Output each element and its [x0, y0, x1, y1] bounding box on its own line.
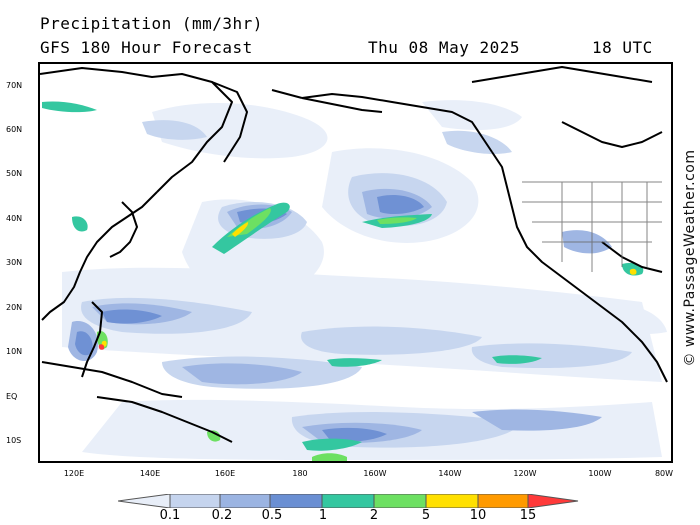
lat-label-30n: 30N [6, 258, 23, 267]
lon-label-140w: 140W [438, 469, 462, 478]
legend-label-5: 5 [421, 508, 431, 523]
map-title: Precipitation (mm/3hr) [40, 14, 263, 33]
lon-label-100w: 100W [588, 469, 612, 478]
legend-label-0.2: 0.2 [211, 508, 233, 523]
lon-label-140e: 140E [139, 469, 161, 478]
site-watermark: © www.PassageWeather.com [682, 149, 698, 367]
lon-label-80w: 80W [654, 469, 674, 478]
lat-label-60n: 60N [6, 125, 23, 134]
map-canvas [40, 66, 668, 461]
precipitation-map [38, 62, 673, 463]
legend-label-15: 15 [519, 508, 537, 523]
lat-label-70n: 70N [6, 81, 23, 90]
lat-label-10s: 10S [6, 436, 22, 445]
legend-swatch-5 [425, 494, 479, 508]
legend-swatch-below-0.1 [118, 494, 171, 508]
lon-label-120e: 120E [63, 469, 85, 478]
precip-legend-bar [118, 494, 579, 508]
precip-red-layer [98, 344, 105, 350]
legend-label-0.1: 0.1 [159, 508, 181, 523]
coastlines [40, 66, 668, 443]
lat-label-40n: 40N [6, 214, 23, 223]
lat-label-50n: 50N [6, 169, 23, 178]
legend-swatch-15 [527, 494, 579, 508]
lat-label-20n: 20N [6, 303, 23, 312]
lon-label-120w: 120W [513, 469, 537, 478]
legend-label-2: 2 [369, 508, 379, 523]
forecast-subtitle: GFS 180 Hour Forecast [40, 38, 253, 57]
lat-label-eq: EQ [6, 392, 18, 401]
precip-very-light-layer [62, 100, 667, 460]
legend-swatch-0.5 [269, 494, 323, 508]
legend-swatch-0.2 [219, 494, 271, 508]
legend-label-0.5: 0.5 [261, 508, 283, 523]
lon-label-160e: 160E [214, 469, 236, 478]
legend-swatch-10 [477, 494, 529, 508]
legend-label-1: 1 [318, 508, 328, 523]
legend-swatch-0.1 [169, 494, 221, 508]
legend-swatch-1 [321, 494, 375, 508]
lat-label-10n: 10N [6, 347, 23, 356]
forecast-date: Thu 08 May 2025 [368, 38, 520, 57]
legend-swatch-2 [373, 494, 427, 508]
legend-label-10: 10 [469, 508, 487, 523]
forecast-time-utc: 18 UTC [592, 38, 653, 57]
precip-yellow-layer [101, 222, 637, 347]
lon-label-180: 180 [292, 469, 308, 478]
us-state-borders [522, 181, 662, 272]
lon-label-160w: 160W [363, 469, 387, 478]
